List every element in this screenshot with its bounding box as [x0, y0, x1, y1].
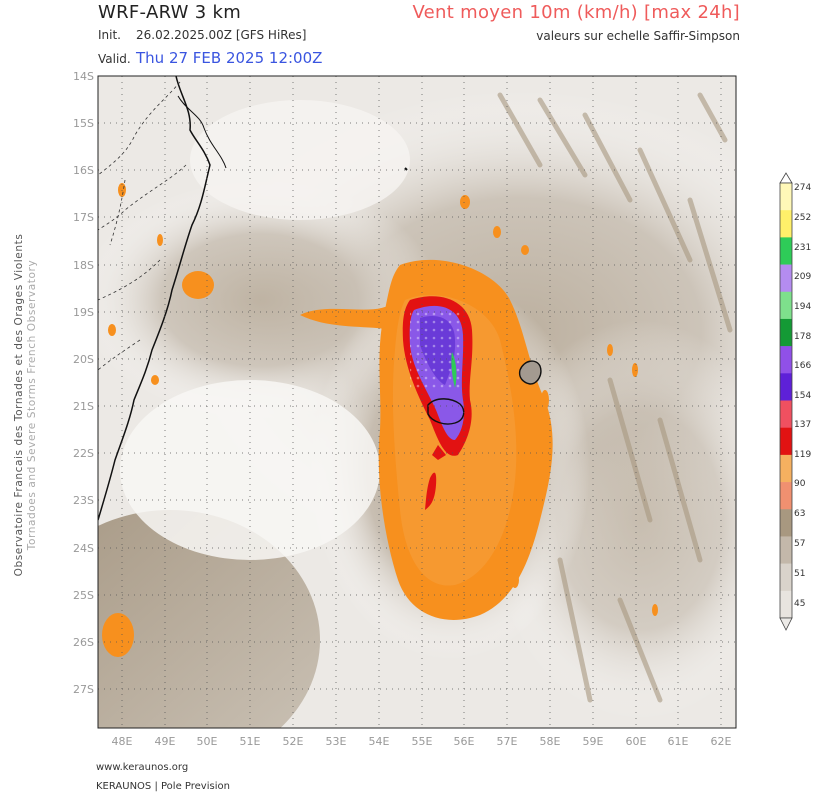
graticule	[98, 76, 736, 728]
lon-label: 52E	[283, 735, 304, 748]
rain-bands	[497, 92, 733, 703]
legend-band	[780, 400, 792, 428]
footer-brand: KERAUNOS | Pole Prevision	[96, 781, 230, 792]
lat-label: 23S	[73, 494, 94, 507]
legend-tick: 178	[794, 332, 811, 342]
lat-label: 22S	[73, 447, 94, 460]
lat-label: 17S	[73, 211, 94, 224]
model-title: WRF-ARW 3 km	[98, 2, 242, 23]
legend-labels: 274 252 231 209 194 178 166 154 137 119 …	[794, 183, 811, 609]
lon-label: 54E	[369, 735, 390, 748]
longitude-axis: 48E 49E 50E 51E 52E 53E 54E 55E 56E 57E …	[112, 735, 732, 748]
legend-tick: 90	[794, 479, 806, 489]
init-info: Init. 26.02.2025.00Z [GFS HiRes]	[98, 28, 306, 42]
legend-band	[780, 454, 792, 483]
lon-label: 57E	[497, 735, 518, 748]
lon-label: 49E	[155, 735, 176, 748]
lat-label: 15S	[73, 117, 94, 130]
latitude-axis: 14S 15S 16S 17S 18S 19S 20S 21S 22S 23S …	[73, 70, 94, 696]
legend-tick: 194	[794, 302, 811, 312]
legend-band	[780, 427, 792, 456]
legend-tick: 166	[794, 361, 811, 371]
legend-tick: 252	[794, 213, 811, 223]
lon-label: 59E	[583, 735, 604, 748]
region-boundaries	[98, 81, 187, 371]
legend-band	[780, 590, 792, 619]
legend-top-arrow	[779, 172, 793, 184]
legend-tick: 231	[794, 243, 811, 253]
lon-label: 58E	[540, 735, 561, 748]
valid-info: Valid. Thu 27 FEB 2025 12:00Z	[98, 49, 322, 67]
legend-band	[780, 264, 792, 293]
legend-band	[780, 536, 792, 564]
legend-band	[780, 237, 792, 265]
product-title: Vent moyen 10m (km/h) [max 24h]	[412, 2, 740, 23]
lat-label: 19S	[73, 306, 94, 319]
legend-band	[780, 509, 792, 537]
legend-bottom-arrow	[779, 617, 793, 631]
legend-tick: 209	[794, 272, 811, 282]
valid-date: Thu 27 FEB 2025 12:00Z	[136, 49, 323, 67]
legend-bands	[779, 182, 793, 619]
legend-band	[780, 346, 792, 374]
valid-label: Valid.	[98, 52, 131, 66]
map-frame	[97, 75, 737, 729]
map-field	[98, 76, 736, 728]
legend-band	[780, 318, 792, 347]
legend-band	[780, 291, 792, 320]
legend-band	[780, 210, 792, 238]
lat-label: 16S	[73, 164, 94, 177]
lat-label: 24S	[73, 542, 94, 555]
legend-tick: 63	[794, 509, 805, 519]
legend-band	[780, 563, 792, 592]
madagascar-coastline	[98, 76, 211, 521]
southwest-wind-field	[98, 510, 320, 728]
legend-tick: 137	[794, 420, 811, 430]
legend-band	[780, 482, 792, 510]
lon-label: 60E	[626, 735, 647, 748]
lon-label: 61E	[668, 735, 689, 748]
legend-tick: 274	[794, 183, 811, 193]
lon-label: 48E	[112, 735, 133, 748]
lat-label: 27S	[73, 683, 94, 696]
legend-tick: 119	[794, 450, 811, 460]
legend-tick: 51	[794, 569, 805, 579]
mauritius-island	[518, 360, 542, 385]
init-value: 26.02.2025.00Z [GFS HiRes]	[136, 28, 307, 42]
lat-label: 25S	[73, 589, 94, 602]
lat-label: 14S	[73, 70, 94, 83]
lat-label: 26S	[73, 636, 94, 649]
legend-band	[780, 373, 792, 401]
lon-label: 56E	[454, 735, 475, 748]
legend-tick: 45	[794, 599, 805, 609]
lon-label: 53E	[326, 735, 347, 748]
reunion-island	[427, 398, 465, 425]
lon-label: 50E	[197, 735, 218, 748]
lat-label: 21S	[73, 400, 94, 413]
init-label: Init.	[98, 28, 121, 42]
lat-label: 18S	[73, 259, 94, 272]
lon-label: 51E	[240, 735, 261, 748]
scale-note: valeurs sur echelle Saffir-Simpson	[536, 29, 740, 43]
lon-label: 62E	[711, 735, 732, 748]
legend-tick: 57	[794, 539, 805, 549]
legend-tick: 154	[794, 391, 811, 401]
lon-label: 55E	[412, 735, 433, 748]
footer-url: www.keraunos.org	[96, 762, 189, 773]
legend-band	[780, 183, 792, 211]
color-scale-legend: 274 252 231 209 194 178 166 154 137 119 …	[779, 172, 811, 631]
lat-label: 20S	[73, 353, 94, 366]
